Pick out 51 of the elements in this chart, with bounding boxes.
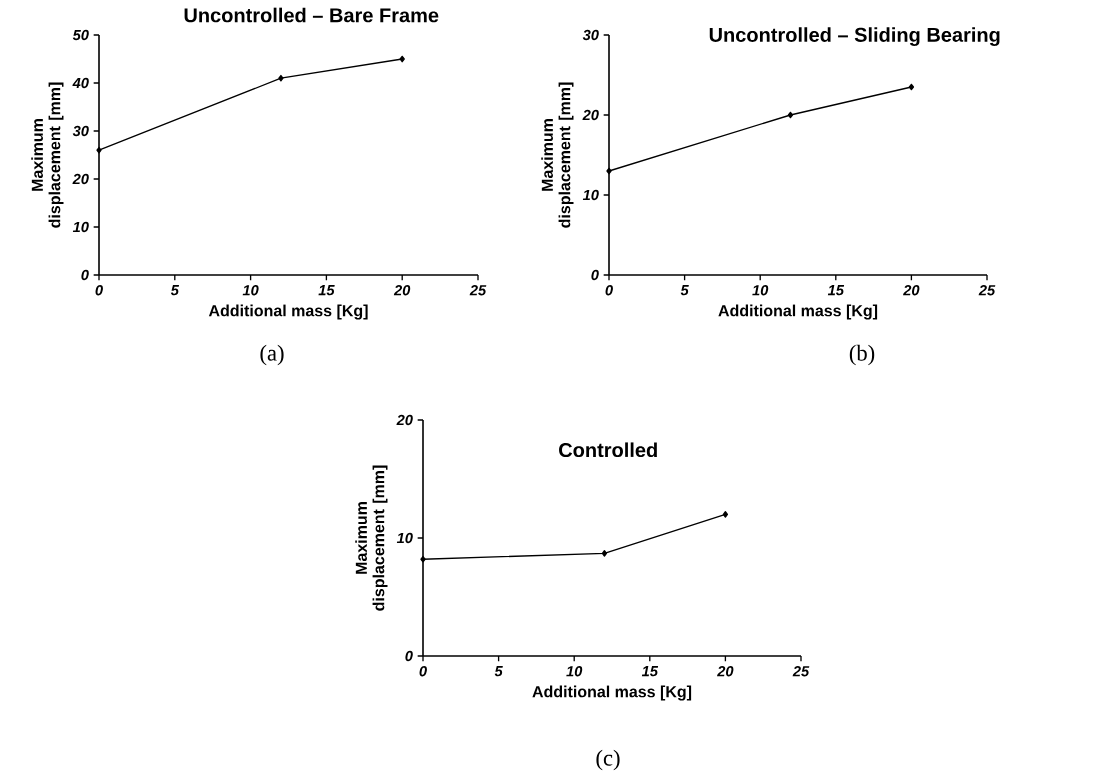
x-tick-label: 0 — [95, 285, 103, 296]
y-axis-title: Maximum displacement [mm] — [541, 82, 574, 228]
y-tick-label: 30 — [582, 29, 599, 41]
point — [399, 55, 405, 63]
y-tick-label: 20 — [582, 109, 599, 121]
point — [722, 511, 729, 518]
x-tick-label: 5 — [494, 666, 503, 677]
y-tick-label: 0 — [591, 269, 599, 281]
chart-title: Uncontrolled – Bare Frame — [184, 7, 439, 23]
y-tick-label: 0 — [81, 269, 89, 281]
text: (c) — [596, 749, 620, 771]
point — [96, 146, 102, 154]
x-tick-label: 15 — [827, 285, 845, 296]
text: Controlled — [559, 442, 657, 458]
x-axis-title: Additional mass [Kg] — [532, 685, 692, 701]
y-axis-title: Maximum displacement [mm] — [355, 465, 388, 611]
x-tick-label: 5 — [170, 285, 180, 296]
text: (b) — [849, 344, 875, 366]
x-axis-title: Additional mass [Kg] — [208, 304, 368, 320]
y-tick-label: 50 — [72, 29, 89, 41]
y-tick-label: 0 — [405, 650, 413, 662]
y-tick-label: 10 — [582, 189, 599, 201]
point — [606, 167, 612, 175]
y-tick-label: 10 — [396, 532, 413, 544]
x-tick-label: 25 — [792, 666, 810, 677]
x-axis-title: Additional mass [Kg] — [718, 304, 878, 320]
point — [787, 111, 794, 119]
x-tick-label: 5 — [680, 285, 689, 296]
x-tick-label: 25 — [978, 285, 996, 296]
point — [908, 83, 915, 91]
y-tick-label: 20 — [396, 414, 413, 426]
point — [278, 74, 284, 82]
text: (a) — [260, 344, 284, 366]
x-tick-label: 20 — [717, 666, 734, 677]
x-tick-label: 0 — [419, 666, 427, 677]
y-tick-label: 20 — [72, 173, 89, 185]
point — [420, 555, 426, 563]
y-tick-label: 30 — [72, 125, 89, 137]
x-tick-label: 15 — [641, 666, 659, 677]
point — [601, 550, 608, 557]
x-tick-label: 0 — [605, 285, 613, 296]
y-tick-label: 10 — [72, 221, 89, 233]
x-tick-label: 10 — [752, 285, 769, 296]
chart-title: Uncontrolled – Sliding Bearing — [709, 27, 1000, 46]
x-tick-label: 25 — [469, 285, 487, 296]
x-tick-label: 20 — [903, 285, 920, 296]
y-tick-label: 40 — [72, 77, 89, 89]
x-tick-label: 15 — [318, 285, 335, 296]
x-tick-label: 10 — [242, 285, 259, 296]
y-axis-title: Maximum displacement [mm] — [31, 82, 64, 228]
x-tick-label: 10 — [566, 666, 583, 677]
